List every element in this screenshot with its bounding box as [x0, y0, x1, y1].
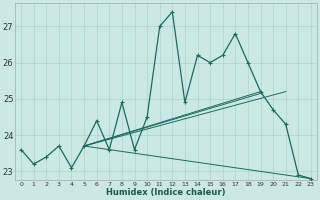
X-axis label: Humidex (Indice chaleur): Humidex (Indice chaleur)	[106, 188, 226, 197]
